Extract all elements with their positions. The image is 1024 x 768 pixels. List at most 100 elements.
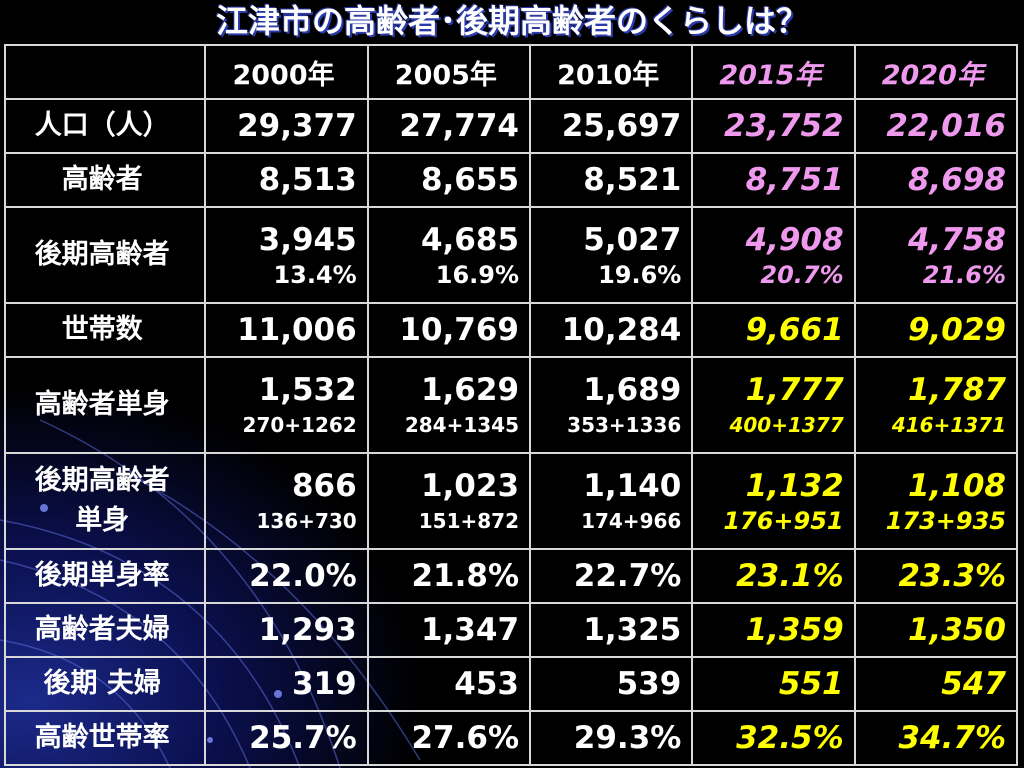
cell-value: 1,325	[583, 612, 682, 648]
cell-2020: 22,016	[853, 98, 1019, 154]
cell-value: 27,774	[399, 108, 520, 144]
cell-subvalue: 416+1371	[891, 413, 1006, 437]
cell-value: 1,777	[745, 372, 844, 408]
cell-2010: 22.7%	[529, 548, 694, 604]
header-year-2015: 2015年	[691, 44, 856, 100]
cell-2010: 539	[529, 656, 694, 712]
row-label: 後期 夫婦	[3, 656, 207, 712]
cell-subvalue: 19.6%	[598, 261, 682, 289]
cell-value: 23.3%	[898, 558, 1006, 594]
cell-subvalue: 353+1336	[567, 413, 682, 437]
cell-2010: 5,027 19.6%	[529, 206, 694, 304]
row-label: 人口（人）	[3, 98, 207, 154]
cell-value: 25,697	[561, 108, 682, 144]
cell-value: 10,284	[561, 312, 682, 348]
cell-2000: 11,006	[204, 302, 369, 358]
cell-2010: 1,689 353+1336	[529, 356, 694, 454]
row-label: 後期高齢者 単身	[3, 452, 207, 550]
cell-value: 22.0%	[249, 558, 357, 594]
cell-2005: 10,769	[366, 302, 532, 358]
table-row-late-elderly-single: 後期高齢者 単身 866 136+730 1,023 151+872 1,140 17…	[3, 452, 1019, 550]
cell-value: 1,293	[258, 612, 357, 648]
cell-value: 9,029	[907, 312, 1006, 348]
cell-value: 10,769	[399, 312, 520, 348]
cell-value: 1,350	[907, 612, 1006, 648]
cell-2010: 10,284	[529, 302, 694, 358]
table-row-population: 人口（人） 29,377 27,774 25,697 23,752 22,016	[3, 98, 1019, 154]
row-label: 高齢者	[3, 152, 207, 208]
cell-value: 8,751	[745, 162, 844, 198]
cell-subvalue: 176+951	[723, 507, 844, 535]
cell-subvalue: 16.9%	[435, 261, 520, 289]
cell-value: 32.5%	[736, 720, 844, 756]
cell-subvalue: 21.6%	[922, 261, 1006, 289]
cell-2005: 1,629 284+1345	[366, 356, 532, 454]
cell-value: 551	[778, 666, 844, 702]
cell-value: 539	[616, 666, 682, 702]
cell-2015: 551	[691, 656, 856, 712]
cell-2005: 1,023 151+872	[366, 452, 532, 550]
cell-2015: 23.1%	[691, 548, 856, 604]
cell-value: 1,532	[258, 372, 357, 408]
cell-2020: 547	[853, 656, 1019, 712]
header-year-2000: 2000年	[204, 44, 369, 100]
cell-2005: 27,774	[366, 98, 532, 154]
cell-value: 22,016	[886, 108, 1006, 144]
cell-subvalue: 284+1345	[404, 413, 520, 437]
cell-2020: 1,787 416+1371	[853, 356, 1019, 454]
cell-subvalue: 136+730	[256, 509, 357, 533]
header-year-2010: 2010年	[529, 44, 694, 100]
cell-2000: 1,293	[204, 602, 369, 658]
row-label-line-2: 単身	[75, 505, 130, 536]
cell-2015: 8,751	[691, 152, 856, 208]
cell-value: 4,908	[745, 222, 844, 258]
cell-value: 1,023	[420, 468, 520, 504]
cell-2000: 3,945 13.4%	[204, 206, 369, 304]
table-row-late-couples: 後期 夫婦 319 453 539 551 547	[3, 656, 1019, 712]
cell-2005: 8,655	[366, 152, 532, 208]
cell-value: 547	[941, 666, 1006, 702]
cell-2005: 4,685 16.9%	[366, 206, 532, 304]
cell-value: 21.8%	[411, 558, 520, 594]
row-label: 世帯数	[3, 302, 207, 358]
cell-2000: 866 136+730	[204, 452, 369, 550]
cell-value: 34.7%	[898, 720, 1006, 756]
cell-subvalue: 270+1262	[242, 413, 357, 437]
cell-value: 1,359	[745, 612, 844, 648]
row-label: 高齢世帯率	[3, 710, 207, 766]
header-year-2005: 2005年	[366, 44, 532, 100]
cell-2020: 9,029	[853, 302, 1019, 358]
cell-value: 8,521	[583, 162, 682, 198]
cell-2020: 8,698	[853, 152, 1019, 208]
table-row-elderly-household-rate: 高齢世帯率 25.7% 27.6% 29.3% 32.5% 34.7%	[3, 710, 1019, 766]
table-row-late-single-rate: 後期単身率 22.0% 21.8% 22.7% 23.1% 23.3%	[3, 548, 1019, 604]
cell-2005: 1,347	[366, 602, 532, 658]
cell-2005: 21.8%	[366, 548, 532, 604]
cell-value: 4,685	[420, 222, 520, 258]
cell-value: 3,945	[258, 222, 357, 258]
cell-2005: 27.6%	[366, 710, 532, 766]
cell-2015: 1,359	[691, 602, 856, 658]
row-label-line-1: 後期高齢者	[34, 465, 170, 496]
cell-value: 453	[454, 666, 520, 702]
cell-value: 29,377	[237, 108, 357, 144]
cell-2015: 23,752	[691, 98, 856, 154]
cell-2010: 1,140 174+966	[529, 452, 694, 550]
row-label: 高齢者夫婦	[3, 602, 207, 658]
cell-subvalue: 20.7%	[760, 261, 844, 289]
cell-value: 4,758	[907, 222, 1006, 258]
cell-2000: 25.7%	[204, 710, 369, 766]
cell-value: 1,787	[907, 372, 1006, 408]
table-row-elderly-single: 高齢者単身 1,532 270+1262 1,629 284+1345 1,689 3…	[3, 356, 1019, 454]
cell-2020: 4,758 21.6%	[853, 206, 1019, 304]
cell-value: 1,132	[745, 468, 844, 504]
cell-2005: 453	[366, 656, 532, 712]
cell-value: 11,006	[237, 312, 357, 348]
cell-2015: 1,132 176+951	[691, 452, 856, 550]
cell-2020: 34.7%	[853, 710, 1019, 766]
cell-value: 27.6%	[411, 720, 520, 756]
row-label: 後期高齢者	[3, 206, 207, 304]
header-row: 2000年 2005年 2010年 2015年 2020年	[3, 44, 1019, 100]
table-row-late-elderly: 後期高齢者 3,945 13.4% 4,685 16.9% 5,027 19.6% 4…	[3, 206, 1019, 304]
cell-value: 29.3%	[573, 720, 682, 756]
